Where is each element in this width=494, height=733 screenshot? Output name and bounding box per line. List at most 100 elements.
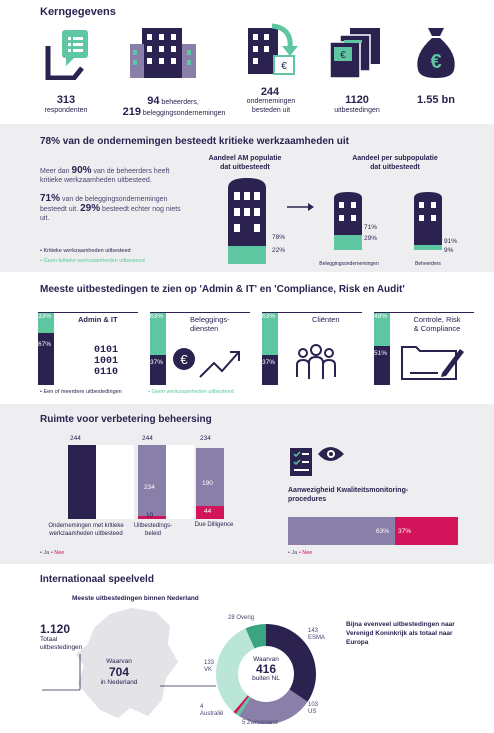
kwal-legend-nee: Nee <box>302 550 313 556</box>
ruimte-bar2-pink <box>138 516 166 519</box>
kwal-bar: 63% 37% <box>288 517 458 545</box>
am-title: Aandeel AM populatie dat uitbesteedt <box>200 154 290 172</box>
stat-money-value: 1.55 bn <box>417 94 455 106</box>
svg-text:€: € <box>340 50 346 61</box>
donut-center: Waarvan 416 buiten NL <box>240 656 292 682</box>
stat-outsourcings-label: uitbestedingen <box>334 107 380 114</box>
kwal-ja-bar <box>288 517 395 545</box>
nl-prefix: Waarvan <box>106 658 132 665</box>
donut-label-vk: 133 VK <box>204 660 214 674</box>
sub-title-line2: dat uitbesteedt <box>370 164 420 171</box>
ruimte-bar2-gap <box>166 445 194 519</box>
ruimte-bar2-label-1: Uitbestedings- <box>133 523 173 529</box>
meeste-section: Meeste uitbestedingen te zien op 'Admin … <box>0 272 494 404</box>
sub-firms-no: 29% <box>364 235 378 242</box>
donut-australie-name: Australië <box>200 711 224 717</box>
kritiek-p1-bold: 90% <box>71 165 92 176</box>
ruimte-bar2-total: 244 <box>142 435 153 442</box>
ruimte-legend-nee: Nee <box>54 550 65 556</box>
donut-suffix: buiten NL <box>252 675 280 682</box>
ruimte-bar1-total: 244 <box>70 435 81 442</box>
clienten-name: Cliënten <box>312 315 340 324</box>
svg-text:€: € <box>281 61 287 72</box>
ruimte-bar1 <box>68 445 96 519</box>
svg-text:€: € <box>180 352 188 367</box>
donut-zwitserland-value: 5 <box>242 720 246 726</box>
admin-it-dark: 67% <box>38 341 52 348</box>
kritiek-title: 78% van de ondernemingen besteedt kritie… <box>40 136 349 147</box>
beleggings-name-1: Beleggings- <box>190 315 230 324</box>
am-no-pct: 22% <box>272 247 286 254</box>
meeste-legend-dark: • Een of meerdere uitbestedingen <box>40 389 122 395</box>
donut-label-overig: 28 Overig <box>228 615 254 621</box>
nl-value: 704 <box>108 665 130 679</box>
stat-outsourcers-label2: besteden uit <box>251 107 291 114</box>
controle-name: Controle, Risk & Compliance <box>404 315 470 333</box>
nl-block: Waarvan 704 in Nederland <box>96 658 142 686</box>
category-controle-risk: 49% 51% Controle, Risk & Compliance <box>374 312 474 385</box>
admin-it-green: 33% <box>38 313 52 320</box>
ruimte-title: Ruimte voor verbetering beheersing <box>40 414 212 425</box>
am-yes-pct: 78% <box>272 234 286 241</box>
am-title-line1: Aandeel AM populatie <box>208 155 282 162</box>
ruimte-legend-ja: Ja <box>43 550 50 556</box>
binary-row-3: 0110 <box>94 367 119 378</box>
binary-icon: 0101 1001 0110 <box>94 345 118 378</box>
donut-vk-value: 133 <box>204 660 215 666</box>
netherlands-map-icon <box>76 608 178 718</box>
controle-green: 49% <box>374 313 388 320</box>
sub-firms-yes: 71% <box>364 224 378 231</box>
kwal-title-1: Aanwezigheid Kwaliteitsmonitoring- <box>288 487 409 494</box>
kwal-legend: • Ja • Nee <box>288 550 313 556</box>
outsource-building-icon: € <box>248 23 298 75</box>
stat-outsourcings-value: 1120 <box>345 94 369 106</box>
kwal-nee-bar <box>395 517 458 545</box>
kwal-nee-label: 37% <box>398 528 412 535</box>
kritiek-legend-green: • Geen kritieke werkzaamheden uitbesteed <box>40 258 145 264</box>
ruimte-bar1-label: Ondernemingen met kritieke werkzaamheden… <box>36 522 136 538</box>
money-bag-icon: € <box>417 28 455 78</box>
binary-row-2: 1001 <box>94 356 119 367</box>
donut-zwitserland-name: Zwitserland <box>247 720 278 726</box>
kritiek-p2-post: besteedt echter nog niets uit. <box>40 206 181 222</box>
donut-label-us: 103 US <box>308 702 318 716</box>
internationaal-subtitle: Meeste uitbestedingen binnen Nederland <box>72 595 199 602</box>
kritiek-p1-pre: Meer dan <box>40 168 72 175</box>
beleggings-dark-bar: 37% <box>150 355 166 385</box>
kritiek-p2-bold1: 71% <box>40 193 61 204</box>
beleggings-green: 63% <box>150 313 164 320</box>
kritiek-section: 78% van de ondernemingen besteedt kritie… <box>0 124 494 272</box>
binary-row-1: 0101 <box>94 345 119 356</box>
sub-building-managers-icon <box>414 192 442 250</box>
total-label: Totaal uitbestedingen <box>40 636 82 652</box>
internationaal-note: Bijna evenveel uitbestedingen naar Veren… <box>346 621 455 646</box>
ruimte-bar2-label-2: beleid <box>144 531 161 537</box>
am-title-line2: dat uitbesteedt <box>220 164 270 171</box>
donut-esma-name: ESMA <box>308 635 326 641</box>
donut-label-esma: 143 ESMA <box>308 628 325 642</box>
donut-label-australie: 4 Australië <box>200 704 223 718</box>
controle-dark: 51% <box>374 350 388 357</box>
donut-slice-esma <box>266 624 316 702</box>
ruimte-legend: • Ja • Nee <box>40 550 65 556</box>
total-value: 1.120 <box>40 622 71 636</box>
ruimte-bar3-total: 234 <box>200 435 211 442</box>
kerngegevens-section: Kerngegevens 313 respondenten 94 beheerd… <box>0 0 494 124</box>
stat-managers-label: beheerders, <box>161 99 199 106</box>
sub-managers-no: 9% <box>444 247 454 254</box>
donut-us-value: 103 <box>308 702 319 708</box>
stat-firms-label: beleggingsondernemingen <box>142 110 226 117</box>
euro-growth-icon: € <box>173 348 240 378</box>
sub-firms-label: Beleggingsondernemingen <box>319 261 379 267</box>
ruimte-bar3-lower-value: 190 <box>202 480 213 487</box>
total-label-1: Totaal <box>40 636 58 643</box>
ruimte-bar3-label: Due Dilligence <box>194 522 234 528</box>
kwal-title: Aanwezigheid Kwaliteitsmonitoring- proce… <box>288 486 408 504</box>
meeste-title: Meeste uitbestedingen te zien op 'Admin … <box>40 284 405 295</box>
meeste-legend-dark-label: Een of meerdere uitbestedingen <box>43 389 122 395</box>
ruimte-section: Ruimte voor verbetering beheersing 244 O… <box>0 404 494 564</box>
donut-slice-us <box>238 689 308 724</box>
kritiek-legend-dark-label: Kritieke werkzaamheden uitbesteed <box>43 248 131 254</box>
ruimte-bar1-label-2: werkzaamheden uitbesteed <box>49 531 123 537</box>
donut-label-zwitserland: 5 Zwitserland <box>242 720 278 726</box>
